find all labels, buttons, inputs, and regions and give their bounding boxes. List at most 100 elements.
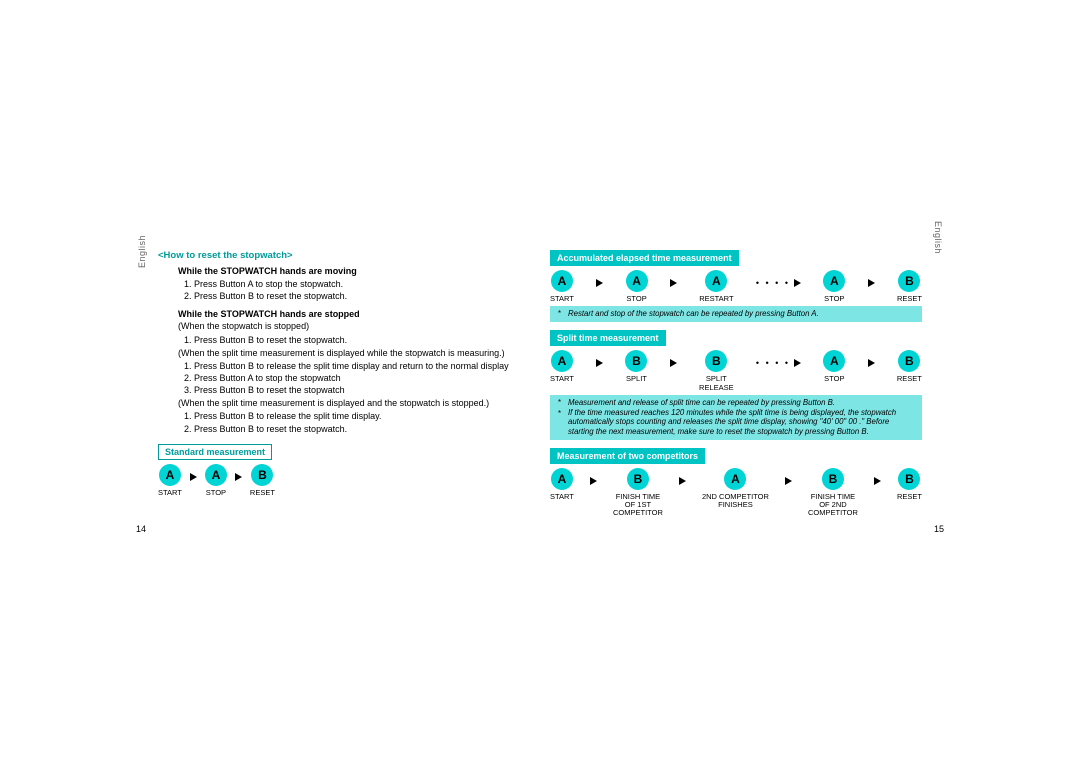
page-number-15: 15 — [934, 523, 944, 535]
repeat-dots-icon: • • • • — [756, 277, 801, 289]
sequence-step: B RESET — [897, 468, 922, 501]
step-label: RESET — [250, 489, 275, 497]
stopped-step: Press Button B to release the split time… — [194, 360, 530, 372]
button-a-icon: A — [823, 270, 845, 292]
step-label: START — [550, 375, 574, 383]
language-label-left: English — [136, 235, 148, 268]
step-label: STOP — [626, 295, 646, 303]
standard-sequence: A START A STOP B RESET — [158, 464, 530, 497]
accumulated-note: * Restart and stop of the stopwatch can … — [550, 306, 922, 322]
button-a-icon: A — [205, 464, 227, 486]
button-a-icon: A — [551, 468, 573, 490]
step-label: SPLIT — [626, 375, 647, 383]
stopped-step: Press Button B to reset the stopwatch — [194, 384, 530, 396]
button-b-icon: B — [898, 468, 920, 490]
step-label: RESET — [897, 375, 922, 383]
page-14: English <How to reset the stopwatch> Whi… — [140, 250, 530, 518]
stopped-step: Press Button A to stop the stopwatch — [194, 372, 530, 384]
split-sequence: A START B SPLIT B SPLIT RELEASE • • • • A STOP BR… — [550, 350, 922, 392]
accumulated-sequence: ASTARTASTOPARESTART• • • •ASTOPBRESET — [550, 270, 922, 303]
asterisk-icon: * — [558, 398, 561, 408]
stopped-step: Press Button B to release the split time… — [194, 410, 530, 422]
stopped-list1: Press Button B to reset the stopwatch. — [158, 334, 530, 346]
button-a-icon: A — [823, 350, 845, 372]
arrow-right-icon — [868, 359, 875, 367]
note-text: If the time measured reaches 120 minutes… — [568, 408, 896, 436]
button-b-icon: B — [822, 468, 844, 490]
accumulated-label: Accumulated elapsed time measurement — [550, 250, 739, 266]
sequence-step: B SPLIT RELEASE — [699, 350, 734, 392]
sequence-step: B RESET — [250, 464, 275, 497]
sequence-step: A STOP — [626, 270, 648, 303]
stopped-list2: Press Button B to release the split time… — [158, 360, 530, 396]
sequence-step: A STOP — [823, 350, 845, 383]
step-label: START — [158, 489, 182, 497]
twocomp-sequence: ASTART B FINISH TIME OF 1ST COMPETITOR A 2ND… — [550, 468, 922, 518]
twocomp-label: Measurement of two competitors — [550, 448, 705, 464]
page-15: English Accumulated elapsed time measure… — [550, 250, 940, 518]
stopped-list3: Press Button B to release the split time… — [158, 410, 530, 434]
step-label: START — [550, 295, 574, 303]
reset-heading: <How to reset the stopwatch> — [158, 250, 530, 263]
stopped-case3: (When the split time measurement is disp… — [158, 397, 530, 409]
arrow-right-icon — [868, 279, 875, 287]
language-label-right: English — [932, 221, 944, 254]
moving-heading: While the STOPWATCH hands are moving — [158, 265, 530, 277]
step-label: FINISH TIME OF 2ND COMPETITOR — [808, 493, 858, 518]
button-a-icon: A — [551, 350, 573, 372]
arrow-right-icon — [590, 477, 597, 485]
arrow-right-icon — [596, 279, 603, 287]
arrow-right-icon — [670, 279, 677, 287]
step-label: RESET — [897, 493, 922, 501]
page-number-14: 14 — [136, 523, 146, 535]
asterisk-icon: * — [558, 309, 561, 319]
step-label: SPLIT RELEASE — [699, 375, 734, 392]
sequence-step: BRESET — [897, 350, 922, 383]
sequence-step: A START — [550, 350, 574, 383]
standard-measurement-label: Standard measurement — [158, 444, 272, 460]
page-spread: English <How to reset the stopwatch> Whi… — [140, 250, 940, 518]
button-b-icon: B — [625, 350, 647, 372]
sequence-step: B SPLIT — [625, 350, 647, 383]
sequence-step: B FINISH TIME OF 1ST COMPETITOR — [613, 468, 663, 518]
stopped-heading: While the STOPWATCH hands are stopped — [158, 308, 530, 320]
stopped-step: Press Button B to reset the stopwatch. — [194, 423, 530, 435]
step-label: FINISH TIME OF 1ST COMPETITOR — [613, 493, 663, 518]
split-note: * Measurement and release of split time … — [550, 395, 922, 440]
step-label: 2ND COMPETITOR FINISHES — [702, 493, 769, 510]
button-a-icon: A — [705, 270, 727, 292]
arrow-right-icon — [670, 359, 677, 367]
button-b-icon: B — [251, 464, 273, 486]
sequence-step: A 2ND COMPETITOR FINISHES — [702, 468, 769, 510]
moving-step: Press Button A to stop the stopwatch. — [194, 278, 530, 290]
button-b-icon: B — [898, 270, 920, 292]
sequence-step: B RESET — [897, 270, 922, 303]
button-a-icon: A — [626, 270, 648, 292]
arrow-right-icon — [190, 473, 197, 481]
sequence-step: ASTOP — [823, 270, 845, 303]
stopped-case1: (When the stopwatch is stopped) — [158, 320, 530, 332]
sequence-step: A STOP — [205, 464, 227, 497]
note-text: Restart and stop of the stopwatch can be… — [568, 309, 819, 318]
sequence-step: ASTART — [550, 468, 574, 501]
button-b-icon: B — [705, 350, 727, 372]
button-a-icon: A — [551, 270, 573, 292]
sequence-step: B FINISH TIME OF 2ND COMPETITOR — [808, 468, 858, 518]
moving-list: Press Button A to stop the stopwatch. Pr… — [158, 278, 530, 302]
step-label: RESTART — [699, 295, 733, 303]
button-a-icon: A — [724, 468, 746, 490]
step-label: STOP — [206, 489, 226, 497]
split-label: Split time measurement — [550, 330, 666, 346]
stopped-step: Press Button B to reset the stopwatch. — [194, 334, 530, 346]
stopped-case2: (When the split time measurement is disp… — [158, 347, 530, 359]
step-label: RESET — [897, 295, 922, 303]
button-b-icon: B — [627, 468, 649, 490]
arrow-right-icon — [235, 473, 242, 481]
sequence-step: A START — [550, 270, 574, 303]
asterisk-icon: * — [558, 409, 561, 419]
repeat-dots-icon: • • • • — [756, 357, 801, 369]
moving-step: Press Button B to reset the stopwatch. — [194, 290, 530, 302]
arrow-right-icon — [785, 477, 792, 485]
arrow-right-icon — [596, 359, 603, 367]
step-label: STOP — [824, 375, 844, 383]
